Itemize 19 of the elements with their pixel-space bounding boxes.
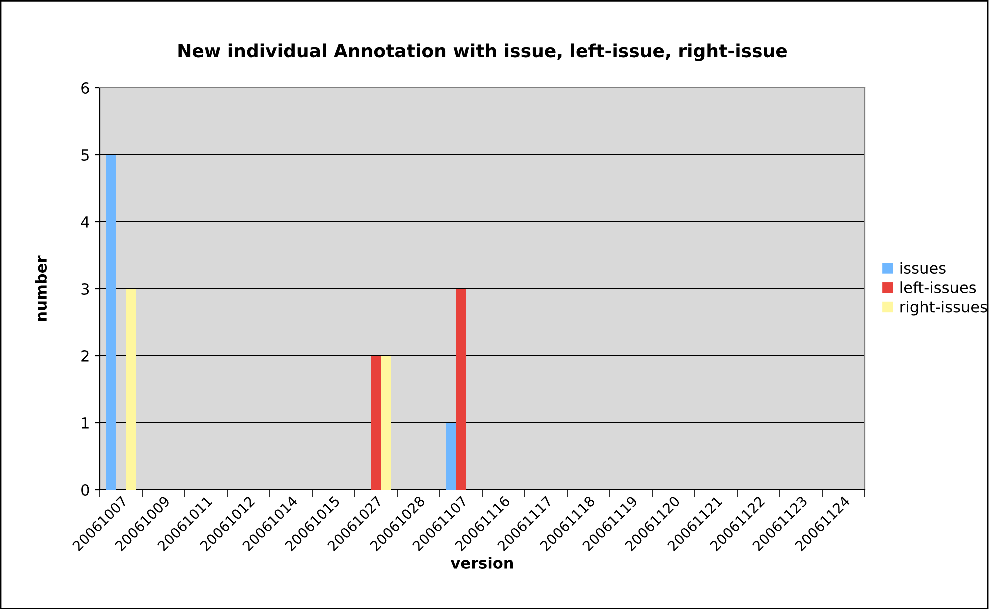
y-tick-label: 4 bbox=[81, 216, 90, 228]
bar bbox=[446, 423, 456, 490]
bar bbox=[371, 356, 382, 490]
x-axis-title: version bbox=[450, 557, 514, 569]
y-tick-label: 0 bbox=[82, 484, 90, 496]
y-tick-label: 3 bbox=[82, 283, 90, 296]
bar bbox=[456, 289, 466, 490]
bar bbox=[381, 356, 392, 490]
legend-label: issues bbox=[900, 262, 946, 274]
y-tick-label: 6 bbox=[82, 82, 90, 94]
legend-label: right-issues bbox=[900, 300, 988, 316]
chart-title: New individual Annotation with issue, left-issue, right-issue bbox=[178, 44, 788, 62]
bar bbox=[106, 155, 116, 490]
y-tick-label: 1 bbox=[82, 418, 89, 429]
y-tick-label: 2 bbox=[82, 350, 89, 362]
legend-label: left-issues bbox=[900, 282, 976, 294]
y-tick-label: 5 bbox=[82, 150, 89, 162]
y-axis-title: number bbox=[35, 256, 48, 321]
bar bbox=[126, 289, 136, 490]
